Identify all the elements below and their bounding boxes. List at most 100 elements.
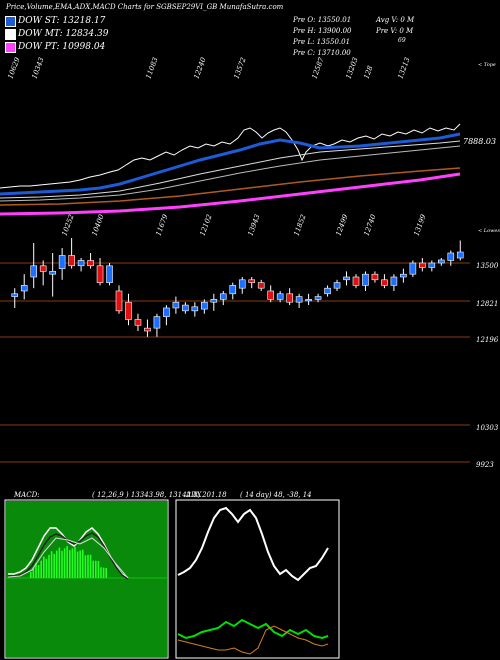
candle-body-6: [68, 255, 75, 267]
info-pre-open: Pre O: 13550.01: [293, 16, 352, 24]
info-pre-volume: Pre V: 0 M: [376, 27, 414, 35]
candle-body-12: [125, 301, 132, 320]
legend-st: DOW ST: 13218.17: [18, 16, 106, 26]
candle-body-2: [30, 265, 37, 278]
candle-body-25: [248, 279, 256, 283]
candle-body-36: [352, 276, 360, 286]
macd-bar-22: [87, 554, 89, 578]
macd-bar-4: [40, 560, 42, 578]
macd-bar-10: [56, 550, 58, 578]
candle-body-14: [144, 327, 151, 332]
candle-body-29: [286, 293, 293, 303]
macd-bar-28: [102, 567, 105, 578]
legend-mt: DOW MT: 12834.39: [18, 29, 109, 39]
legend-swatch-mt: [5, 29, 16, 40]
lowes-label: < Lowes: [478, 228, 500, 234]
level-label-1: 12821: [476, 300, 499, 308]
candle-body-44: [428, 262, 436, 268]
candle-body-3: [39, 265, 47, 272]
macd-bar-19: [79, 550, 81, 578]
candle-body-22: [219, 293, 227, 300]
candle-body-42: [409, 262, 417, 275]
macd-bar-7: [48, 554, 50, 578]
chart-title: Price,Volume,EMA,ADX,MACD Charts for SGB…: [6, 3, 284, 11]
candle-body-46: [447, 252, 455, 261]
macd-bar-23: [89, 554, 92, 578]
macd-bar-29: [105, 568, 107, 578]
candle-body-21: [210, 299, 218, 303]
macd-bar-8: [50, 551, 53, 578]
ema-mid-line-2: [0, 145, 461, 202]
macd-bar-5: [43, 556, 45, 578]
candle-body-41: [400, 273, 407, 278]
ema-long-line: [0, 167, 461, 206]
macd-bg: [6, 501, 167, 657]
candle-body-40: [390, 276, 398, 286]
candle-body-16: [163, 307, 170, 317]
macd-line-2: [7, 537, 129, 579]
candle-body-5: [58, 255, 66, 269]
adx-line: [177, 506, 329, 582]
ema-short-line: [0, 132, 461, 196]
candle-body-32: [314, 296, 322, 300]
macd-bar-3: [37, 564, 40, 578]
price-panel: [0, 238, 470, 463]
macd-bar-14: [66, 546, 68, 578]
candle-body-4: [49, 271, 56, 275]
info-pre-high: Pre H: 13900.00: [293, 27, 352, 35]
level-label-2: 12196: [476, 336, 499, 344]
macd-bar-1: [32, 567, 35, 578]
candle-body-19: [191, 306, 199, 312]
legend-swatch-st: [5, 16, 16, 27]
macd-bar-21: [84, 555, 87, 578]
candle-body-23: [229, 285, 237, 295]
macd-bar-11: [58, 547, 61, 578]
ema-mid-line: [0, 140, 461, 199]
macd-bar-6: [45, 558, 48, 578]
macd-values: ( 12,26,9 ) 13343.98, 13142.8, 201.18: [92, 491, 227, 499]
info-pre-low: Pre L: 13550.01: [293, 38, 351, 46]
candle-body-18: [182, 304, 189, 312]
macd-histogram: [30, 546, 107, 578]
candle-body-33: [324, 287, 331, 295]
macd-bar-20: [82, 549, 84, 578]
candle-body-39: [381, 279, 388, 286]
adx-plus-di: [177, 618, 329, 640]
macd-bar-0: [30, 572, 32, 578]
macd-bar-24: [92, 560, 94, 578]
candle-body-43: [419, 262, 426, 268]
candle-body-15: [153, 316, 161, 329]
level-label-0: 13500: [476, 262, 499, 270]
ema-panel: [0, 123, 461, 216]
legend-swatch-pt: [5, 42, 16, 53]
legend-pt: DOW PT: 10998.04: [18, 42, 106, 52]
tope-label: < Tope: [478, 62, 496, 68]
candle-body-35: [343, 276, 350, 281]
candle-body-45: [438, 259, 445, 264]
info-pre-close: Pre C: 13710.00: [293, 49, 351, 57]
candle-body-7: [77, 260, 85, 267]
candle-body-31: [305, 299, 312, 302]
ema-pt-line: [0, 172, 461, 216]
macd-bar-13: [63, 548, 66, 578]
candle-body-11: [115, 290, 123, 312]
ema-price-label: 7888.03: [463, 137, 497, 146]
candle-body-47: [456, 251, 464, 259]
macd-bar-17: [74, 546, 76, 578]
candle-body-24: [238, 279, 246, 289]
candle-body-30: [295, 296, 303, 303]
macd-bar-25: [95, 560, 97, 578]
candle-body-0: [11, 293, 19, 297]
macd-label: MACD:: [14, 491, 40, 499]
level-label-3: 10303: [476, 424, 499, 432]
macd-bar-9: [53, 553, 55, 578]
info-avg-volume: Avg V: 0 M: [376, 16, 415, 24]
adx-minus-di: [177, 625, 329, 655]
candle-body-13: [134, 319, 142, 326]
macd-bar-2: [35, 563, 37, 578]
macd-bar-15: [69, 550, 71, 578]
candle-body-34: [333, 282, 341, 289]
